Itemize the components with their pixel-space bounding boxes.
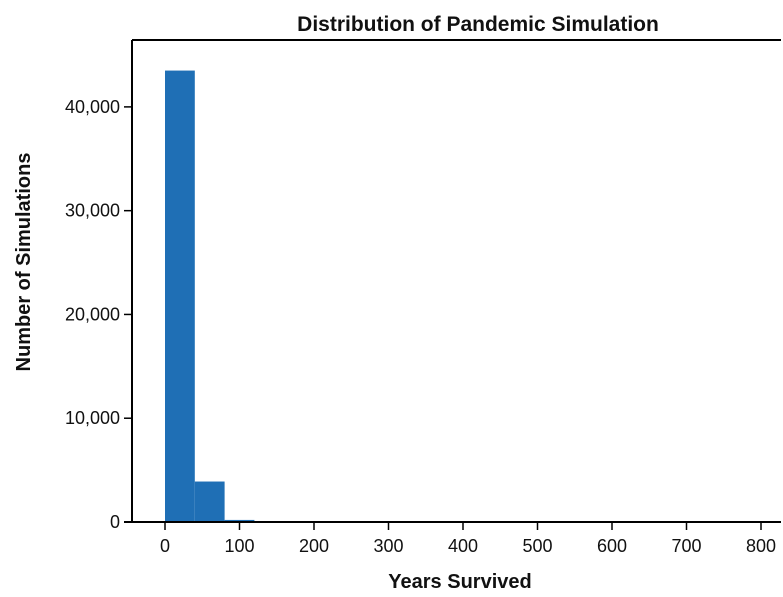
x-tick-label: 500	[522, 536, 552, 556]
x-tick-label: 300	[373, 536, 403, 556]
chart-title: Distribution of Pandemic Simulation	[297, 13, 659, 36]
histogram-bar	[194, 481, 225, 522]
y-tick-label: 20,000	[65, 304, 120, 324]
y-tick-label: 0	[110, 512, 120, 532]
x-tick-label: 200	[299, 536, 329, 556]
x-tick-label: 400	[448, 536, 478, 556]
y-axis-label: Number of Simulations	[13, 153, 35, 372]
histogram-bar	[224, 519, 255, 522]
x-tick-label: 600	[597, 536, 627, 556]
x-tick-label: 800	[746, 536, 776, 556]
y-tick-label: 10,000	[65, 408, 120, 428]
y-tick-label: 30,000	[65, 201, 120, 221]
x-tick-label: 100	[224, 536, 254, 556]
x-axis-label: Years Survived	[388, 571, 531, 593]
y-tick-label: 40,000	[65, 97, 120, 117]
x-tick-label: 700	[671, 536, 701, 556]
plot-area: 0 10,000 20,000 30,000 40,000 0 100 200 300 400 50…	[65, 39, 781, 556]
histogram-bar	[165, 70, 195, 523]
x-tick-label: 0	[160, 536, 170, 556]
